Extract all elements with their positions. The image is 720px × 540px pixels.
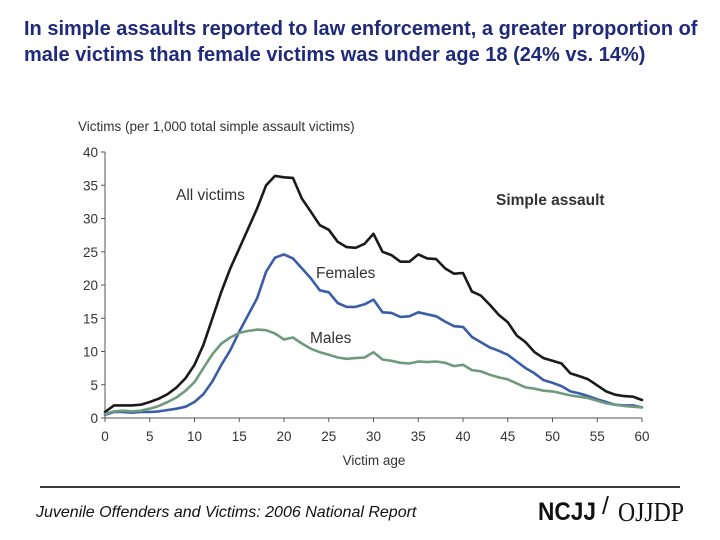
logo-ncjj: NCJJ xyxy=(538,498,596,526)
annotation-all-victims: All victims xyxy=(176,187,245,204)
x-tick-label: 0 xyxy=(101,429,109,444)
y-tick-label: 40 xyxy=(83,145,98,160)
y-tick-label: 10 xyxy=(83,345,98,360)
y-tick-label: 35 xyxy=(83,178,98,193)
ncjj-ojjdp-logo: NCJJ / OJJDP xyxy=(538,492,684,526)
y-tick-label: 25 xyxy=(83,245,98,260)
x-tick-label: 45 xyxy=(500,429,515,444)
footer-divider xyxy=(40,486,680,488)
chart-title: Simple assault xyxy=(496,192,605,209)
x-tick-label: 50 xyxy=(545,429,560,444)
y-tick-label: 15 xyxy=(83,311,98,326)
x-tick-label: 10 xyxy=(187,429,202,444)
footer-source: Juvenile Offenders and Victims: 2006 Nat… xyxy=(36,504,417,521)
y-tick-label: 5 xyxy=(90,378,98,393)
x-tick-label: 5 xyxy=(146,429,154,444)
x-tick-label: 35 xyxy=(411,429,426,444)
y-tick-label: 0 xyxy=(90,411,98,426)
x-tick-label: 25 xyxy=(321,429,336,444)
x-tick-label: 55 xyxy=(590,429,605,444)
series-line-males xyxy=(103,328,644,416)
x-tick-label: 15 xyxy=(232,429,247,444)
x-tick-label: 40 xyxy=(455,429,470,444)
series-line-females xyxy=(103,253,644,417)
annotation-males: Males xyxy=(310,330,352,347)
logo-slash: / xyxy=(602,492,609,520)
x-axis-label: Victim age xyxy=(343,453,406,468)
logo-ojjdp: OJJDP xyxy=(618,497,684,526)
x-tick-label: 20 xyxy=(276,429,291,444)
y-axis-label: Victims (per 1,000 total simple assault … xyxy=(78,119,355,134)
series-line-all-victims xyxy=(103,174,644,414)
line-chart: Victims (per 1,000 total simple assault … xyxy=(78,119,650,468)
x-tick-label: 30 xyxy=(366,429,381,444)
annotation-females: Females xyxy=(316,265,376,282)
x-tick-label: 60 xyxy=(634,429,649,444)
slide-title: In simple assaults reported to law enfor… xyxy=(24,18,698,66)
y-tick-label: 30 xyxy=(83,212,98,227)
y-tick-label: 20 xyxy=(83,278,98,293)
